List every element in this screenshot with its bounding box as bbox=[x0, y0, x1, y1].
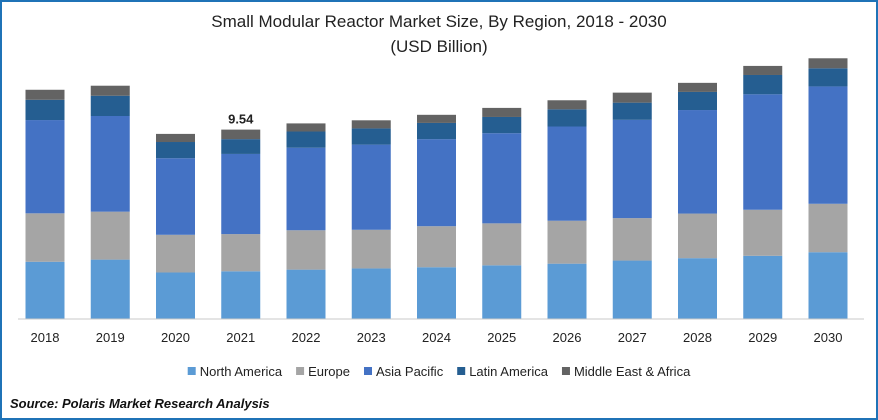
bar-2025-series-2 bbox=[482, 133, 522, 224]
bar-2026-series-1 bbox=[547, 220, 587, 264]
x-tick-label-2020: 2020 bbox=[161, 330, 190, 345]
bar-2025-series-4 bbox=[482, 107, 522, 117]
bar-2024-series-2 bbox=[417, 139, 456, 227]
bar-2020-series-0 bbox=[156, 272, 195, 319]
bar-2026-series-4 bbox=[547, 100, 587, 110]
bar-2020-series-2 bbox=[156, 158, 195, 235]
bar-2024-series-1 bbox=[417, 226, 456, 268]
legend-swatch-2 bbox=[364, 367, 372, 375]
bar-2021-series-2 bbox=[221, 153, 261, 235]
bar-2025-series-1 bbox=[482, 223, 522, 266]
legend-swatch-4 bbox=[561, 367, 570, 375]
bar-2022-series-3 bbox=[286, 131, 326, 148]
bar-2029-series-3 bbox=[743, 74, 783, 95]
legend-label-3: Latin America bbox=[469, 364, 549, 379]
bar-2029-series-1 bbox=[743, 209, 783, 256]
bar-2021-series-4 bbox=[221, 129, 261, 140]
bar-2029-series-0 bbox=[743, 255, 783, 319]
bar-2030-series-1 bbox=[808, 203, 848, 253]
bar-2029-series-2 bbox=[743, 94, 783, 210]
bar-2025-series-0 bbox=[482, 265, 522, 319]
bar-2028-series-1 bbox=[678, 213, 717, 259]
legend-label-4: Middle East & Africa bbox=[574, 364, 691, 379]
bar-2021-series-0 bbox=[221, 271, 261, 319]
bar-2027-series-3 bbox=[612, 102, 652, 120]
x-tick-label-2021: 2021 bbox=[226, 330, 255, 345]
x-tick-label-2025: 2025 bbox=[487, 330, 516, 345]
bar-2022-series-4 bbox=[286, 123, 326, 132]
bar-2027-series-4 bbox=[612, 92, 652, 103]
legend-label-2: Asia Pacific bbox=[376, 364, 444, 379]
bar-2027-series-0 bbox=[612, 260, 652, 319]
chart-subtitle: (USD Billion) bbox=[390, 37, 488, 56]
bar-2020-series-1 bbox=[156, 234, 195, 273]
bar-2019-series-4 bbox=[90, 85, 130, 96]
bar-2024-series-4 bbox=[417, 114, 456, 123]
legend-label-0: North America bbox=[200, 364, 283, 379]
bar-2026-series-2 bbox=[547, 126, 587, 221]
bar-2030-series-4 bbox=[808, 58, 848, 69]
legend-swatch-3 bbox=[457, 367, 466, 375]
bar-2023-series-1 bbox=[351, 229, 391, 269]
bar-2019-series-3 bbox=[90, 95, 130, 117]
bar-2029-series-4 bbox=[743, 65, 783, 75]
bar-2019-series-2 bbox=[90, 116, 130, 212]
bar-2022-series-0 bbox=[286, 269, 326, 319]
data-label-2021: 9.54 bbox=[228, 112, 254, 127]
bar-2020-series-4 bbox=[156, 133, 195, 143]
bar-2028-series-2 bbox=[678, 110, 717, 214]
bar-2026-series-0 bbox=[547, 263, 587, 319]
bar-2023-series-4 bbox=[351, 120, 391, 129]
bar-2028-series-0 bbox=[678, 258, 717, 319]
bar-2026-series-3 bbox=[547, 109, 587, 127]
x-tick-label-2023: 2023 bbox=[357, 330, 386, 345]
bar-2021-series-1 bbox=[221, 234, 261, 272]
bar-2018-series-4 bbox=[25, 89, 65, 100]
x-tick-label-2027: 2027 bbox=[618, 330, 647, 345]
bar-2019-series-1 bbox=[90, 211, 130, 260]
bar-2028-series-3 bbox=[678, 91, 717, 111]
source-note: Source: Polaris Market Research Analysis bbox=[10, 396, 270, 411]
x-tick-label-2029: 2029 bbox=[748, 330, 777, 345]
bar-2018-series-0 bbox=[25, 261, 65, 319]
bar-2024-series-3 bbox=[417, 122, 456, 140]
bar-2018-series-2 bbox=[25, 120, 65, 214]
bar-2030-series-0 bbox=[808, 252, 848, 319]
bar-2022-series-1 bbox=[286, 230, 326, 270]
x-tick-label-2022: 2022 bbox=[292, 330, 321, 345]
bar-2023-series-0 bbox=[351, 268, 391, 319]
bar-2023-series-2 bbox=[351, 144, 391, 230]
bar-2022-series-2 bbox=[286, 147, 326, 231]
legend-swatch-0 bbox=[187, 367, 196, 375]
bar-2018-series-1 bbox=[25, 213, 65, 262]
x-tick-label-2018: 2018 bbox=[31, 330, 60, 345]
x-tick-label-2026: 2026 bbox=[553, 330, 582, 345]
bar-2023-series-3 bbox=[351, 128, 391, 145]
legend-swatch-1 bbox=[296, 367, 305, 375]
bar-2020-series-3 bbox=[156, 142, 195, 159]
x-tick-label-2028: 2028 bbox=[683, 330, 712, 345]
bar-2027-series-1 bbox=[612, 218, 652, 261]
x-tick-label-2030: 2030 bbox=[814, 330, 843, 345]
bar-2019-series-0 bbox=[90, 259, 130, 319]
x-tick-label-2019: 2019 bbox=[96, 330, 125, 345]
bar-2027-series-2 bbox=[612, 119, 652, 219]
bar-2018-series-3 bbox=[25, 99, 65, 121]
bar-2030-series-3 bbox=[808, 68, 848, 87]
bar-2025-series-3 bbox=[482, 116, 522, 134]
chart-title: Small Modular Reactor Market Size, By Re… bbox=[211, 12, 667, 31]
legend-label-1: Europe bbox=[308, 364, 350, 379]
bar-2021-series-3 bbox=[221, 139, 261, 154]
bar-2030-series-2 bbox=[808, 86, 848, 204]
x-tick-label-2024: 2024 bbox=[422, 330, 451, 345]
bar-2024-series-0 bbox=[417, 267, 456, 319]
bar-2028-series-4 bbox=[678, 82, 717, 92]
